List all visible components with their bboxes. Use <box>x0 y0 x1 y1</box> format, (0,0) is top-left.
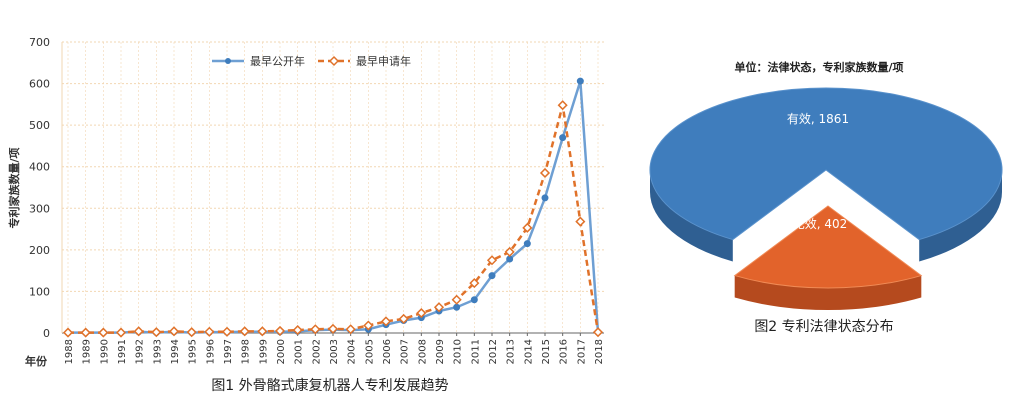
data-point-series-2 <box>557 100 568 111</box>
pie-chart: 单位：法律状态，专利家族数量/项有效, 1861 无效, 402 图2 专利法律状态… <box>649 60 1003 335</box>
data-point-series-1 <box>470 296 478 304</box>
y-tick-label: 500 <box>29 119 50 132</box>
x-tick-label: 2005 <box>364 339 375 364</box>
y-tick-label: 700 <box>29 36 50 49</box>
data-point-series-2 <box>221 326 233 337</box>
x-tick-label: 1989 <box>82 339 93 364</box>
x-tick-label: 2012 <box>488 339 499 364</box>
data-point-series-2 <box>522 222 533 233</box>
data-point-series-1 <box>541 194 549 202</box>
data-point-series-1 <box>488 272 496 280</box>
data-point-series-2 <box>380 316 392 327</box>
x-tick-label: 1999 <box>258 339 269 364</box>
data-point-series-2 <box>115 327 127 338</box>
x-tick-label: 2014 <box>523 339 534 364</box>
data-point-series-2 <box>204 326 215 337</box>
data-point-series-2 <box>239 326 250 337</box>
legend-marker-2 <box>328 55 340 67</box>
data-point-series-2 <box>592 327 604 338</box>
data-point-series-2 <box>345 324 356 335</box>
legend-label-1: 最早公开年 <box>250 54 305 68</box>
line-chart: 0 100 200 300 400 500 600 700 1988 1989 1990 1991 19… <box>7 36 605 394</box>
data-point-series-2 <box>398 313 409 324</box>
x-tick-label: 2010 <box>453 339 464 364</box>
data-point-series-1 <box>523 240 531 248</box>
data-point-series-2 <box>575 216 586 227</box>
data-point-series-2 <box>292 325 303 336</box>
data-point-series-2 <box>416 307 427 319</box>
x-tick-label: 1990 <box>99 339 110 364</box>
data-point-series-2 <box>451 294 462 305</box>
x-axis-title: 年份 <box>25 354 48 368</box>
pie-title: 单位：法律状态，专利家族数量/项 <box>734 60 903 74</box>
x-tick-label: 2011 <box>470 339 481 364</box>
pie-slice-invalid-side <box>734 275 922 311</box>
data-point-series-2 <box>363 320 374 331</box>
x-tick-label: 2017 <box>576 339 587 364</box>
x-tick-label: 2008 <box>417 339 428 364</box>
data-point-series-2 <box>151 327 162 338</box>
x-tick-label: 1996 <box>205 339 216 364</box>
figure-caption-2: 图2 专利法律状态分布 <box>754 319 893 335</box>
data-point-series-2 <box>257 326 268 337</box>
pie-label-valid: 有效, 1861 <box>787 111 849 126</box>
data-point-series-2 <box>98 327 109 338</box>
y-tick-label: 400 <box>29 161 50 174</box>
x-tick-label: 2002 <box>311 339 322 364</box>
data-point-series-2 <box>168 326 180 337</box>
pie-slice-invalid <box>733 205 923 289</box>
data-point-series-2 <box>433 302 445 313</box>
x-tick-label: 2006 <box>382 339 393 364</box>
x-tick-label: 2000 <box>276 339 287 364</box>
data-point-series-1 <box>559 134 567 142</box>
x-tick-label: 1997 <box>223 339 234 364</box>
data-point-series-2 <box>504 246 515 257</box>
data-point-series-2 <box>133 326 144 337</box>
pie-slice-valid-side <box>919 170 1002 262</box>
legend-marker-1 <box>225 58 231 64</box>
y-tick-label: 100 <box>29 285 50 298</box>
y-tick-label: 600 <box>29 78 50 91</box>
x-tick-label: 1992 <box>135 339 146 364</box>
y-tick-label: 200 <box>29 244 50 257</box>
x-tick-label: 2003 <box>329 339 340 364</box>
data-point-series-2 <box>80 327 91 338</box>
data-point-series-2 <box>539 167 551 179</box>
data-point-series-2 <box>469 278 480 289</box>
data-point-series-1 <box>453 303 461 311</box>
y-tick-label: 0 <box>43 327 50 340</box>
legend-label-2: 最早申请年 <box>356 54 411 68</box>
pie-slice-valid-side <box>650 170 733 262</box>
x-tick-label: 1988 <box>64 339 75 364</box>
y-tick-label: 300 <box>29 202 50 215</box>
x-tick-label: 2004 <box>347 339 358 364</box>
data-point-series-2 <box>186 327 197 338</box>
x-tick-label: 2001 <box>294 339 305 364</box>
data-point-series-2 <box>486 255 498 266</box>
x-tick-label: 2013 <box>506 339 517 364</box>
data-point-series-2 <box>310 324 321 335</box>
x-tick-label: 1994 <box>170 339 181 364</box>
figure-caption-1: 图1 外骨骼式康复机器人专利发展趋势 <box>211 377 448 394</box>
x-tick-label: 2018 <box>594 339 605 364</box>
x-tick-label: 1991 <box>117 339 128 364</box>
x-tick-label: 2007 <box>400 339 411 364</box>
data-point-series-2 <box>274 325 286 336</box>
pie-label-invalid: 无效, 402 <box>793 216 848 231</box>
x-tick-label: 2016 <box>559 339 570 364</box>
data-point-series-1 <box>576 77 584 85</box>
data-point-series-2 <box>327 323 339 334</box>
x-tick-label: 1993 <box>152 339 163 364</box>
data-point-series-2 <box>62 327 74 338</box>
x-tick-label: 1995 <box>188 339 199 364</box>
y-axis-title: 专利家族数量/项 <box>7 147 21 228</box>
x-tick-label: 1998 <box>241 339 252 364</box>
x-tick-label: 2009 <box>435 339 446 364</box>
pie-slice-valid <box>649 87 1003 241</box>
x-tick-label: 2015 <box>541 339 552 364</box>
